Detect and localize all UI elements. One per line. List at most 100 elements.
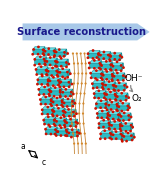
Circle shape (104, 84, 107, 87)
Circle shape (93, 67, 96, 70)
Circle shape (110, 108, 113, 111)
Polygon shape (115, 92, 118, 99)
Polygon shape (94, 94, 105, 98)
Polygon shape (72, 99, 75, 107)
Polygon shape (88, 50, 100, 53)
Polygon shape (54, 52, 65, 57)
Circle shape (101, 73, 104, 76)
Circle shape (72, 93, 75, 95)
Circle shape (48, 94, 51, 97)
Polygon shape (37, 80, 48, 84)
Circle shape (112, 88, 115, 91)
Circle shape (101, 110, 104, 112)
Circle shape (104, 103, 107, 105)
Circle shape (99, 63, 102, 66)
Circle shape (45, 132, 48, 135)
Polygon shape (66, 128, 69, 136)
Circle shape (108, 80, 111, 83)
Polygon shape (66, 59, 69, 67)
Polygon shape (69, 79, 72, 87)
Polygon shape (95, 101, 108, 104)
Polygon shape (91, 74, 102, 78)
Polygon shape (44, 57, 47, 64)
Polygon shape (57, 69, 70, 72)
Circle shape (130, 116, 132, 118)
Circle shape (104, 103, 107, 105)
Circle shape (61, 105, 64, 108)
Polygon shape (59, 82, 70, 87)
Circle shape (127, 96, 130, 99)
Circle shape (109, 132, 112, 134)
Circle shape (71, 105, 74, 108)
Circle shape (44, 103, 47, 106)
Circle shape (110, 138, 113, 140)
Circle shape (121, 124, 123, 127)
Polygon shape (57, 68, 60, 75)
Circle shape (40, 83, 43, 86)
Polygon shape (54, 121, 65, 125)
Circle shape (45, 69, 48, 72)
Circle shape (72, 52, 74, 55)
Circle shape (68, 85, 70, 88)
Circle shape (42, 48, 45, 51)
Circle shape (49, 64, 52, 66)
Circle shape (70, 136, 73, 139)
Circle shape (112, 118, 115, 120)
Circle shape (76, 132, 78, 135)
Circle shape (103, 92, 106, 95)
Circle shape (69, 72, 72, 75)
Polygon shape (116, 93, 128, 96)
Circle shape (85, 62, 87, 65)
Circle shape (64, 88, 67, 91)
Circle shape (90, 76, 93, 79)
Circle shape (82, 122, 85, 125)
Circle shape (100, 116, 103, 119)
Circle shape (59, 94, 61, 97)
Polygon shape (68, 69, 70, 77)
Circle shape (61, 67, 64, 70)
Circle shape (59, 134, 62, 137)
Circle shape (43, 86, 46, 88)
Circle shape (111, 75, 114, 77)
Circle shape (46, 106, 49, 108)
Circle shape (73, 62, 75, 65)
Circle shape (77, 82, 79, 85)
Circle shape (118, 58, 121, 61)
Circle shape (104, 93, 107, 96)
Circle shape (66, 134, 68, 137)
Circle shape (114, 94, 117, 97)
Polygon shape (62, 99, 74, 102)
Circle shape (102, 126, 105, 128)
Circle shape (92, 49, 94, 52)
Circle shape (42, 119, 45, 122)
Circle shape (108, 137, 111, 139)
Circle shape (49, 103, 52, 106)
Circle shape (54, 128, 57, 131)
Polygon shape (45, 130, 56, 134)
Circle shape (122, 74, 125, 77)
Circle shape (52, 76, 55, 79)
Polygon shape (36, 67, 48, 70)
Polygon shape (102, 75, 112, 79)
Polygon shape (109, 125, 120, 129)
Polygon shape (120, 126, 131, 130)
Circle shape (51, 113, 54, 116)
Circle shape (55, 104, 58, 107)
Polygon shape (111, 66, 122, 70)
Circle shape (55, 50, 57, 53)
Circle shape (54, 65, 57, 67)
Circle shape (119, 128, 121, 130)
Circle shape (75, 122, 77, 125)
Polygon shape (62, 102, 73, 107)
Circle shape (52, 101, 55, 103)
Polygon shape (110, 131, 113, 138)
Circle shape (70, 83, 73, 85)
Circle shape (37, 53, 39, 56)
Text: c: c (41, 158, 46, 167)
Circle shape (62, 114, 65, 117)
Circle shape (83, 92, 86, 95)
Polygon shape (57, 72, 68, 77)
Circle shape (110, 63, 113, 66)
Circle shape (88, 67, 91, 69)
Circle shape (36, 78, 39, 81)
